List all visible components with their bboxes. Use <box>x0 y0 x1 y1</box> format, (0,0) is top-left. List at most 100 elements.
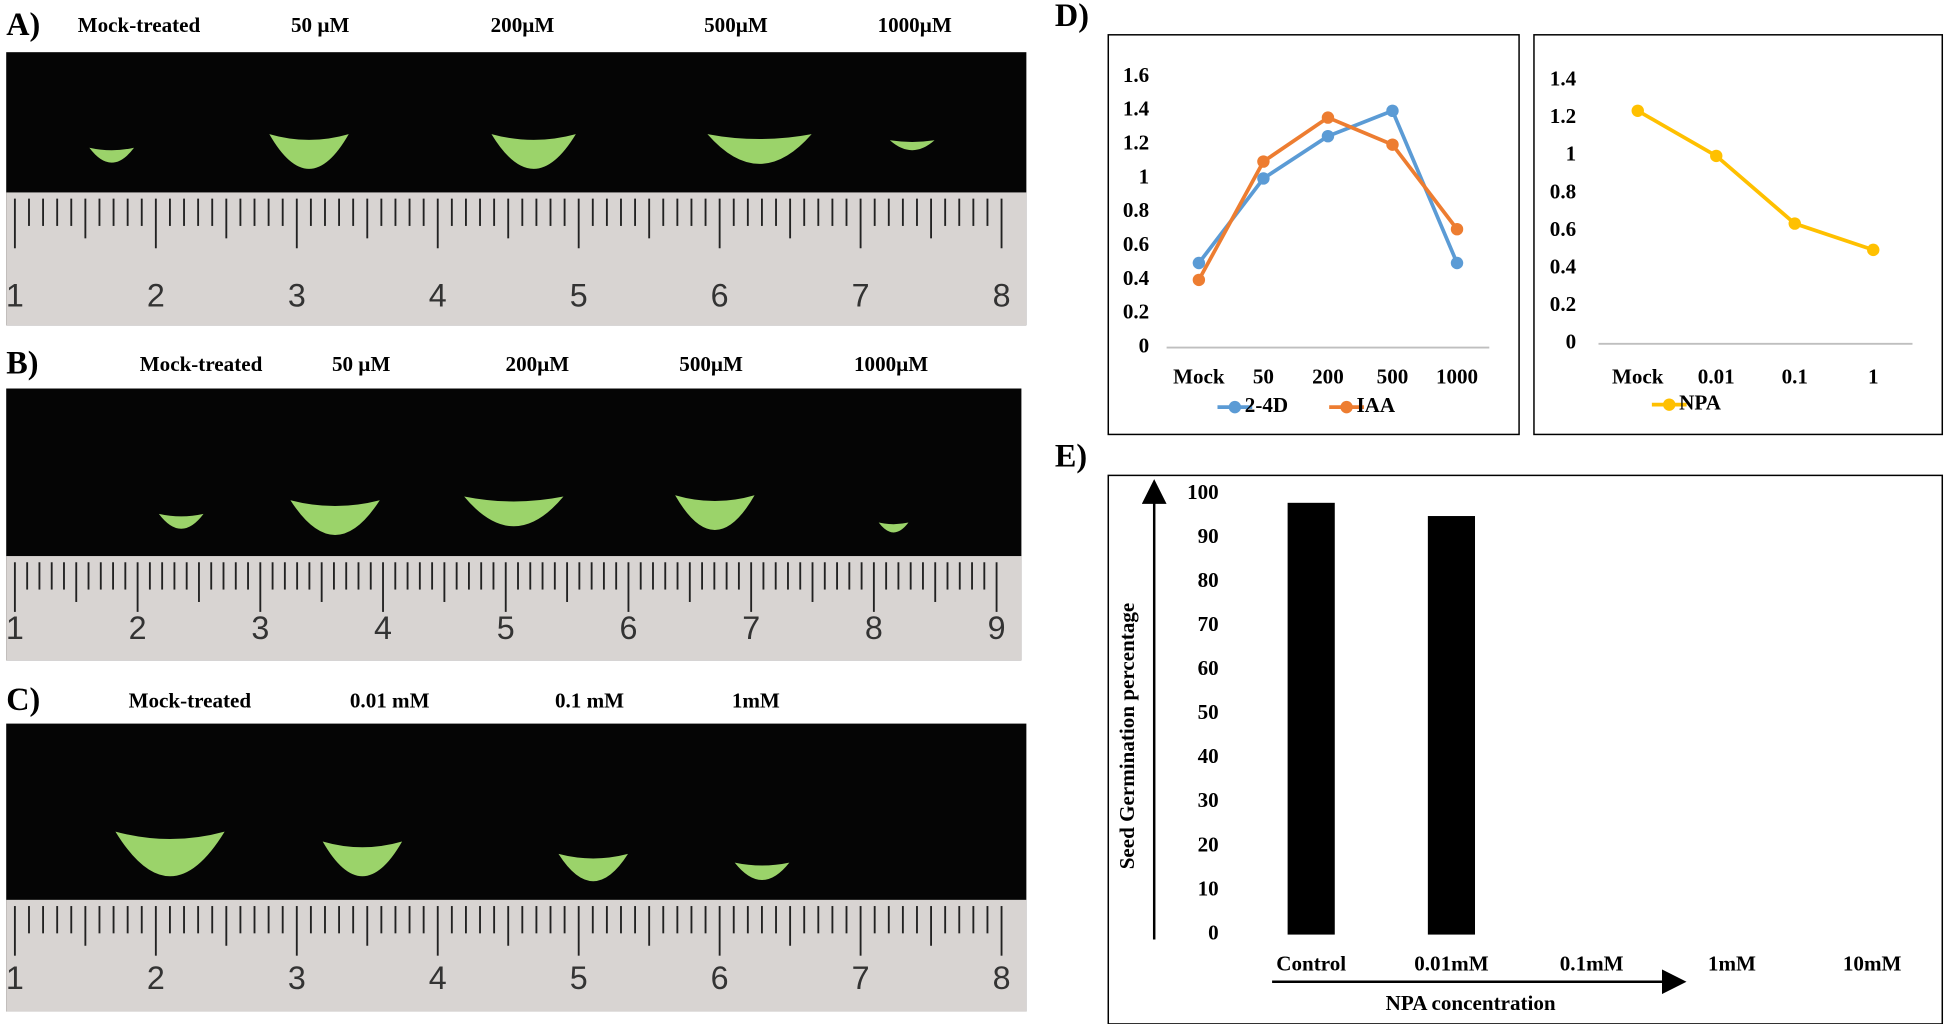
bar <box>1427 516 1476 935</box>
x-tick-label: 0.01mM <box>1414 951 1488 975</box>
y-tick-label: 0.2 <box>1550 292 1576 316</box>
plantlet <box>558 853 628 882</box>
y-tick-label: 0.4 <box>1123 266 1150 290</box>
x-tick-label: 1 <box>1868 364 1879 388</box>
legend-label: IAA <box>1356 393 1395 417</box>
y-tick-label: 10 <box>1198 876 1219 900</box>
series-line <box>1636 109 1874 252</box>
y-tick-label: 1.2 <box>1123 130 1149 154</box>
condition-label: 500µM <box>704 13 768 37</box>
ruler-number: 2 <box>147 277 165 313</box>
legend-label: NPA <box>1679 390 1722 414</box>
x-tick-label: 500 <box>1377 364 1409 388</box>
ruler-number: 1 <box>6 960 24 996</box>
condition-label: 200µM <box>491 13 555 37</box>
y-tick-label: 0 <box>1139 333 1150 357</box>
x-tick-label: Mock <box>1173 364 1225 388</box>
y-tick-label: 0 <box>1208 920 1219 944</box>
y-tick-label: 1.4 <box>1550 67 1577 91</box>
y-tick-label: 50 <box>1198 700 1219 724</box>
y-tick-label: 0.2 <box>1123 300 1149 324</box>
legend-swatch <box>1340 400 1353 414</box>
ruler-number: 5 <box>570 277 588 313</box>
plantlet <box>158 513 204 529</box>
x-tick-label: 0.1 <box>1782 364 1808 388</box>
x-tick-label: 50 <box>1253 364 1274 388</box>
ruler-number: 3 <box>251 610 269 646</box>
ruler-number: 3 <box>288 960 306 996</box>
point <box>1321 111 1335 124</box>
y-tick-label: 40 <box>1198 744 1219 768</box>
plantlet <box>707 134 812 164</box>
x-tick-label: 1mM <box>1708 951 1756 975</box>
y-tick-label: 0.6 <box>1123 232 1149 256</box>
point <box>1710 149 1723 163</box>
panel-label: B) <box>6 345 38 381</box>
panel-label: A) <box>6 6 40 42</box>
condition-label: 0.1 mM <box>555 688 624 712</box>
ruler-number: 4 <box>429 960 447 996</box>
plantlet <box>675 495 755 530</box>
x-tick-label: 10mM <box>1843 951 1902 975</box>
y-tick-label: 1.4 <box>1123 97 1150 121</box>
ruler-number: 5 <box>497 610 515 646</box>
condition-label: 500µM <box>679 352 743 376</box>
point <box>1450 222 1464 236</box>
ruler-number: 6 <box>619 610 637 646</box>
condition-label: Mock-treated <box>78 13 201 37</box>
point <box>1257 172 1270 185</box>
x-tick-label: Mock <box>1612 364 1664 388</box>
ruler-number: 1 <box>6 610 24 646</box>
point <box>1192 273 1206 287</box>
plantlet <box>322 841 403 877</box>
y-tick-label: 0.8 <box>1123 198 1149 222</box>
condition-label: 1mM <box>732 688 780 712</box>
panel-label: D) <box>1055 0 1089 33</box>
y-tick-label: 80 <box>1198 568 1219 592</box>
plantlet <box>269 134 349 169</box>
panel-e-frame <box>1107 474 1944 1024</box>
plantlet <box>464 496 564 527</box>
condition-label: 1000µM <box>854 352 928 376</box>
plantlet <box>290 500 380 535</box>
legend-swatch <box>1228 400 1242 414</box>
y-tick-label: 0.8 <box>1550 179 1576 203</box>
condition-label: 1000µM <box>878 13 952 37</box>
condition-label: Mock-treated <box>140 352 263 376</box>
ruler-number: 6 <box>711 277 729 313</box>
ruler-number: 4 <box>429 277 447 313</box>
ruler-number: 2 <box>147 960 165 996</box>
ruler <box>6 899 1027 1012</box>
panel-label: E) <box>1055 438 1087 474</box>
condition-label: 50 µM <box>291 13 349 37</box>
x-tick-label: 0.1mM <box>1560 951 1624 975</box>
point <box>1450 256 1464 270</box>
y-tick-label: 0 <box>1566 330 1577 354</box>
point <box>1867 243 1880 257</box>
ruler-number: 8 <box>993 960 1011 996</box>
y-tick-label: 1.2 <box>1550 104 1576 128</box>
ruler-number: 9 <box>988 610 1006 646</box>
ruler-number: 7 <box>852 960 870 996</box>
condition-label: 50 µM <box>332 352 390 376</box>
ruler-number: 4 <box>374 610 392 646</box>
plantlet <box>878 522 909 533</box>
panel-d2-frame <box>1533 34 1944 436</box>
y-tick-label: 20 <box>1198 832 1219 856</box>
condition-label: 0.01 mM <box>350 688 430 712</box>
ruler-number: 7 <box>852 277 870 313</box>
x-tick-label: 200 <box>1312 364 1344 388</box>
ruler <box>6 556 1022 661</box>
plantlet <box>491 134 576 169</box>
legend-label: 2-4D <box>1245 393 1288 417</box>
ruler-number: 7 <box>742 610 760 646</box>
y-tick-label: 70 <box>1198 612 1219 636</box>
y-tick-label: 1.6 <box>1123 63 1149 87</box>
y-tick-label: 100 <box>1187 480 1219 504</box>
y-axis-label: Seed Germination percentage <box>1115 603 1139 870</box>
x-axis-label: NPA concentration <box>1386 991 1556 1015</box>
ruler-number: 5 <box>570 960 588 996</box>
ruler-number: 3 <box>288 277 306 313</box>
point <box>1788 217 1801 230</box>
bar <box>1287 502 1335 935</box>
